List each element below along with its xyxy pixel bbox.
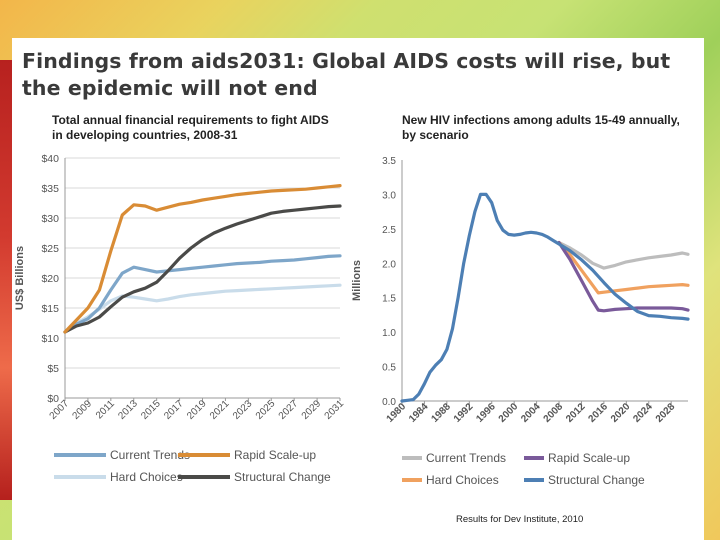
legend-label: Current Trends bbox=[426, 451, 506, 465]
x-tick-label: 2025 bbox=[254, 398, 278, 422]
x-tick-label: 2016 bbox=[586, 401, 610, 425]
y-axis-label: US$ Billions bbox=[14, 246, 26, 310]
x-tick-label: 2029 bbox=[300, 398, 324, 422]
left-chart-title-line-1: Total annual financial requirements to f… bbox=[52, 113, 329, 127]
y-tick-label: 1.5 bbox=[382, 294, 396, 305]
y-tick-label: 2.0 bbox=[382, 259, 396, 270]
x-tick-label: 2027 bbox=[277, 398, 301, 422]
x-tick-label: 2019 bbox=[185, 398, 209, 422]
x-tick-label: 2004 bbox=[519, 401, 543, 425]
y-tick-label: $5 bbox=[47, 363, 59, 375]
y-tick-label: $30 bbox=[41, 213, 59, 225]
legend-label: Current Trends bbox=[110, 448, 190, 462]
y-tick-label: 3.0 bbox=[382, 190, 396, 201]
legend-label: Rapid Scale-up bbox=[234, 448, 316, 462]
series-line-rapid-scale-up-right bbox=[557, 240, 690, 313]
series-line-hard-choices-left bbox=[63, 283, 342, 334]
y-tick-label: $10 bbox=[41, 333, 59, 345]
x-tick-label: 1984 bbox=[407, 401, 431, 425]
x-tick-label: 2015 bbox=[139, 398, 163, 422]
legend-label: Hard Choices bbox=[426, 473, 499, 487]
y-tick-label: 2.5 bbox=[382, 225, 396, 236]
slide-title-line-1: Findings from aids2031: Global AIDS cost… bbox=[22, 49, 671, 73]
x-tick-label: 2028 bbox=[654, 401, 678, 425]
source-footer: Results for Dev Institute, 2010 bbox=[456, 514, 584, 525]
y-tick-label: $0 bbox=[47, 393, 59, 405]
x-tick-label: 2000 bbox=[497, 401, 521, 425]
y-tick-label: $35 bbox=[41, 183, 59, 195]
x-tick-label: 2017 bbox=[162, 398, 186, 422]
x-tick-label: 2024 bbox=[631, 401, 655, 425]
left-chart-title: Total annual financial requirements to f… bbox=[52, 113, 352, 143]
left-chart-title-line-2: in developing countries, 2008-31 bbox=[52, 128, 238, 142]
background-side-ribbon bbox=[0, 60, 12, 500]
legend-label: Rapid Scale-up bbox=[548, 451, 630, 465]
x-tick-label: 2008 bbox=[542, 401, 566, 425]
slide-title: Findings from aids2031: Global AIDS cost… bbox=[22, 48, 702, 102]
x-tick-label: 2009 bbox=[71, 398, 95, 422]
y-tick-label: 0.5 bbox=[382, 363, 396, 374]
slide-title-line-2: the epidemic will not end bbox=[22, 76, 318, 100]
legend-label: Structural Change bbox=[548, 473, 645, 487]
x-tick-label: 2023 bbox=[231, 398, 255, 422]
x-tick-label: 2031 bbox=[323, 398, 347, 422]
x-tick-label: 2011 bbox=[94, 398, 117, 421]
series-line-hard-choices-right bbox=[557, 240, 690, 295]
right-chart-title-line-2: by scenario bbox=[402, 128, 469, 142]
series-line-current-trends-left bbox=[63, 254, 342, 334]
series-line-rapid-scale-up-left bbox=[63, 183, 342, 334]
legend-label: Structural Change bbox=[234, 470, 331, 484]
x-tick-label: 1996 bbox=[474, 401, 498, 425]
series-line-structural-change-left bbox=[63, 204, 342, 334]
y-tick-label: 3.5 bbox=[382, 156, 396, 167]
right-chart-title-line-1: New HIV infections among adults 15-49 an… bbox=[402, 113, 680, 127]
y-tick-label: $25 bbox=[41, 243, 59, 255]
y-tick-label: 1.0 bbox=[382, 328, 396, 339]
series-line-structural-change-right bbox=[400, 192, 690, 403]
right-chart-title: New HIV infections among adults 15-49 an… bbox=[402, 113, 712, 143]
series-line-current-trends-right bbox=[557, 240, 690, 270]
slide-panel bbox=[12, 38, 704, 540]
y-tick-label: $40 bbox=[41, 153, 59, 165]
y-axis-label: Millions bbox=[352, 260, 363, 301]
x-tick-label: 2012 bbox=[564, 401, 588, 425]
y-tick-label: $20 bbox=[41, 273, 59, 285]
x-tick-label: 1992 bbox=[452, 401, 476, 425]
right-chart: 0.00.51.01.52.02.53.03.51980198419881992… bbox=[352, 156, 690, 487]
y-tick-label: $15 bbox=[41, 303, 59, 315]
x-tick-label: 2013 bbox=[116, 398, 140, 422]
legend-label: Hard Choices bbox=[110, 470, 183, 484]
x-tick-label: 2020 bbox=[609, 401, 633, 425]
x-tick-label: 2021 bbox=[208, 398, 232, 422]
x-tick-label: 1988 bbox=[429, 401, 453, 425]
y-tick-label: 0.0 bbox=[382, 397, 396, 408]
